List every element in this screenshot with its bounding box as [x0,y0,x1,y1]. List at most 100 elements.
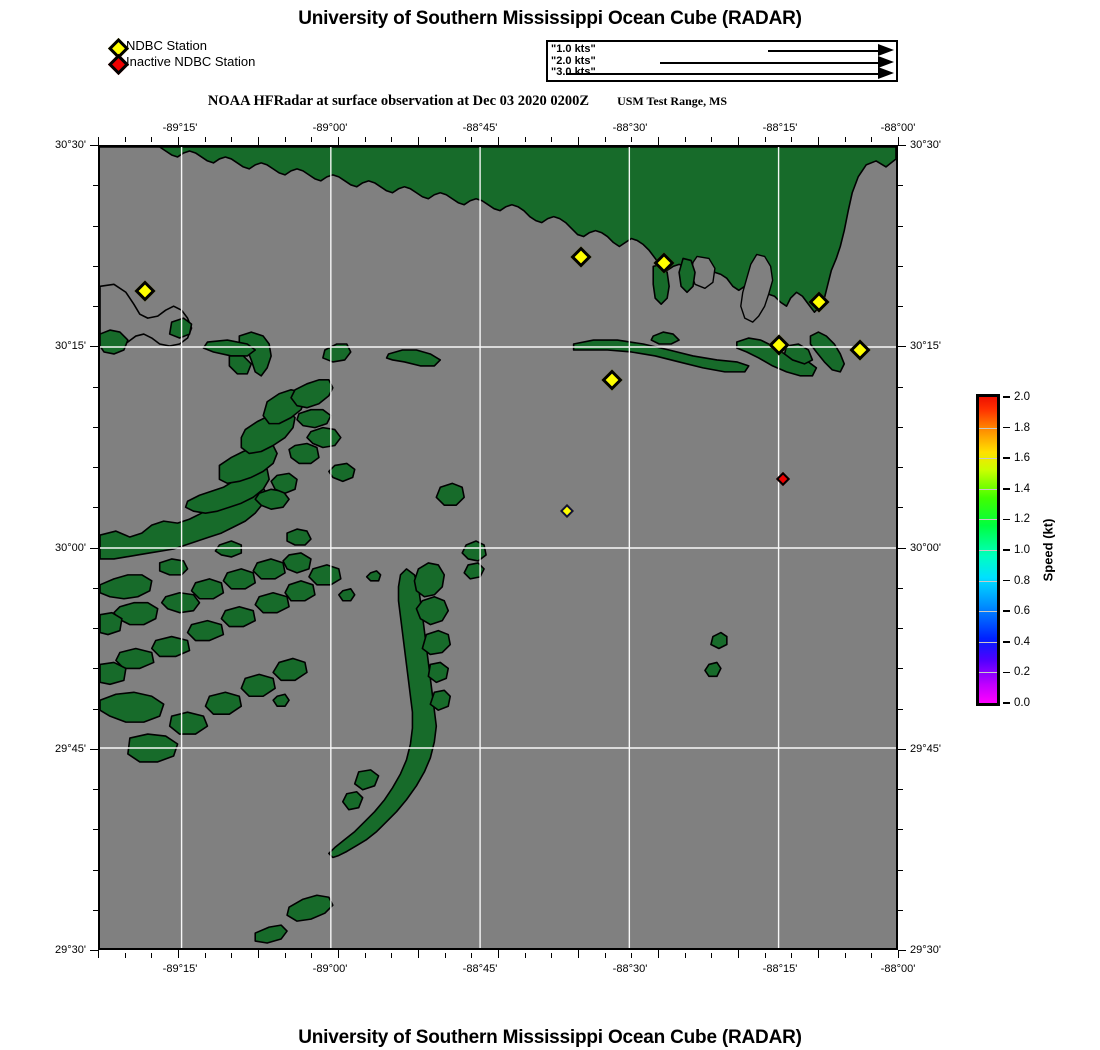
colorbar-tick-0.0 [1003,702,1010,704]
station-legend: NDBC Station Inactive NDBC Station [107,37,256,76]
axis-tick-minor [870,953,872,958]
axis-tick-major [337,137,339,145]
axis-tick-major [577,950,579,958]
colorbar-gridline-0.4 [979,641,997,643]
colorbar-label-0.0: 0.0 [1014,697,1030,709]
vector-arrow-shaft-3 [566,73,878,75]
axis-label-bottom-2: -88°45' [462,963,498,975]
axis-label-right-1: 30°15' [910,340,941,352]
axis-tick-major [657,950,659,958]
axis-tick-major [898,547,906,549]
axis-tick-minor [790,137,792,142]
axis-tick-minor [898,386,903,388]
axis-ticks-right [898,144,906,951]
axis-tick-major [657,137,659,145]
axis-tick-major [817,137,819,145]
axis-label-right-3: 29°45' [910,743,941,755]
axis-tick-major [737,137,739,145]
landmass-shapes [100,147,896,944]
axis-tick-minor [710,953,712,958]
yellow-diamond-icon [107,37,130,60]
axis-tick-major [177,137,179,145]
axis-tick-major [497,950,499,958]
axis-tick-minor [898,667,903,669]
map-subtitle: NOAA HFRadar at surface observation at D… [0,93,935,110]
axis-label-bottom-3: -88°30' [612,963,648,975]
axis-tick-minor [364,137,366,142]
axis-tick-major [497,137,499,145]
axis-tick-major [90,547,98,549]
axis-label-left-4: 29°30' [55,944,86,956]
axis-tick-major [417,950,419,958]
axis-label-left-1: 30°15' [55,340,86,352]
axis-tick-major [897,137,899,145]
axis-tick-minor [230,137,232,142]
axis-tick-minor [898,265,903,267]
colorbar-gridline-0.2 [979,672,997,674]
axis-tick-minor [684,953,686,958]
colorbar-tick-1.6 [1003,457,1010,459]
axis-tick-minor [390,953,392,958]
axis-tick-minor [898,506,903,508]
vector-arrow-head-2 [878,56,894,68]
axis-label-right-2: 30°00' [910,542,941,554]
vector-arrow-head-1 [878,44,894,56]
vector-scale-row-1: "1.0 kts" [548,43,896,57]
colorbar-gridline-1.0 [979,550,997,551]
axis-tick-major [257,950,259,958]
axis-tick-minor [364,953,366,958]
colorbar-tick-0.2 [1003,671,1010,674]
vector-arrow-shaft-1 [768,50,878,52]
axis-label-right-4: 29°30' [910,944,941,956]
colorbar-gridline-0.8 [979,580,997,582]
axis-tick-major [898,345,906,347]
axis-tick-major [898,949,906,951]
subtitle-text: NOAA HFRadar at surface observation at D… [207,93,590,109]
legend-label-inactive-ndbc-station: Inactive NDBC Station [126,54,256,69]
axis-ticks-bottom [97,950,899,958]
axis-tick-minor [710,137,712,142]
colorbar-title: Speed (kt) [1040,518,1056,582]
axis-label-bottom-0: -89°15' [162,963,198,975]
page-title: University of Southern Mississippi Ocean… [298,8,802,29]
axis-label-bottom-1: -89°00' [312,963,348,975]
colorbar-label-0.6: 0.6 [1014,605,1030,618]
colorbar-label-1.8: 1.8 [1014,421,1030,434]
axis-tick-minor [150,137,152,142]
colorbar-tick-2.0 [1003,396,1010,398]
axis-tick-minor [764,953,766,958]
axis-tick-major [898,748,906,750]
axis-tick-major [817,950,819,958]
axis-tick-minor [470,953,472,958]
axis-tick-minor [310,953,312,958]
colorbar-label-1.6: 1.6 [1014,452,1030,465]
axis-tick-major [90,345,98,347]
axis-tick-minor [844,137,846,142]
axis-tick-minor [898,627,903,629]
axis-tick-major [90,748,98,750]
axis-tick-minor [284,953,286,958]
axis-label-top-1: -89°00' [312,122,348,134]
axis-tick-minor [230,953,232,958]
axis-label-top-4: -88°15' [762,122,798,134]
axis-tick-major [257,137,259,145]
map-plot-area[interactable] [98,145,898,950]
axis-label-left-2: 30°00' [55,542,86,554]
colorbar-label-1.0: 1.0 [1014,544,1030,556]
legend-item-ndbc-station: NDBC Station [107,37,255,60]
colorbar-label-2.0: 2.0 [1014,391,1030,403]
map-canvas [100,147,896,948]
axis-tick-minor [124,137,126,142]
axis-tick-minor [444,137,446,142]
colorbar-label-0.2: 0.2 [1014,666,1030,679]
axis-label-top-5: -88°00' [880,122,916,134]
vector-scale-label-1: "1.0 kts" [551,43,596,55]
legend-item-inactive-ndbc-station: Inactive NDBC Station [107,53,256,76]
colorbar-tick-1.0 [1003,549,1010,551]
axis-ticks-left [90,144,98,951]
axis-tick-major [177,950,179,958]
axis-tick-minor [550,953,552,958]
subtitle-region: USM Test Range, MS [617,94,728,108]
axis-tick-major [90,144,98,146]
colorbar-label-1.2: 1.2 [1014,513,1030,526]
